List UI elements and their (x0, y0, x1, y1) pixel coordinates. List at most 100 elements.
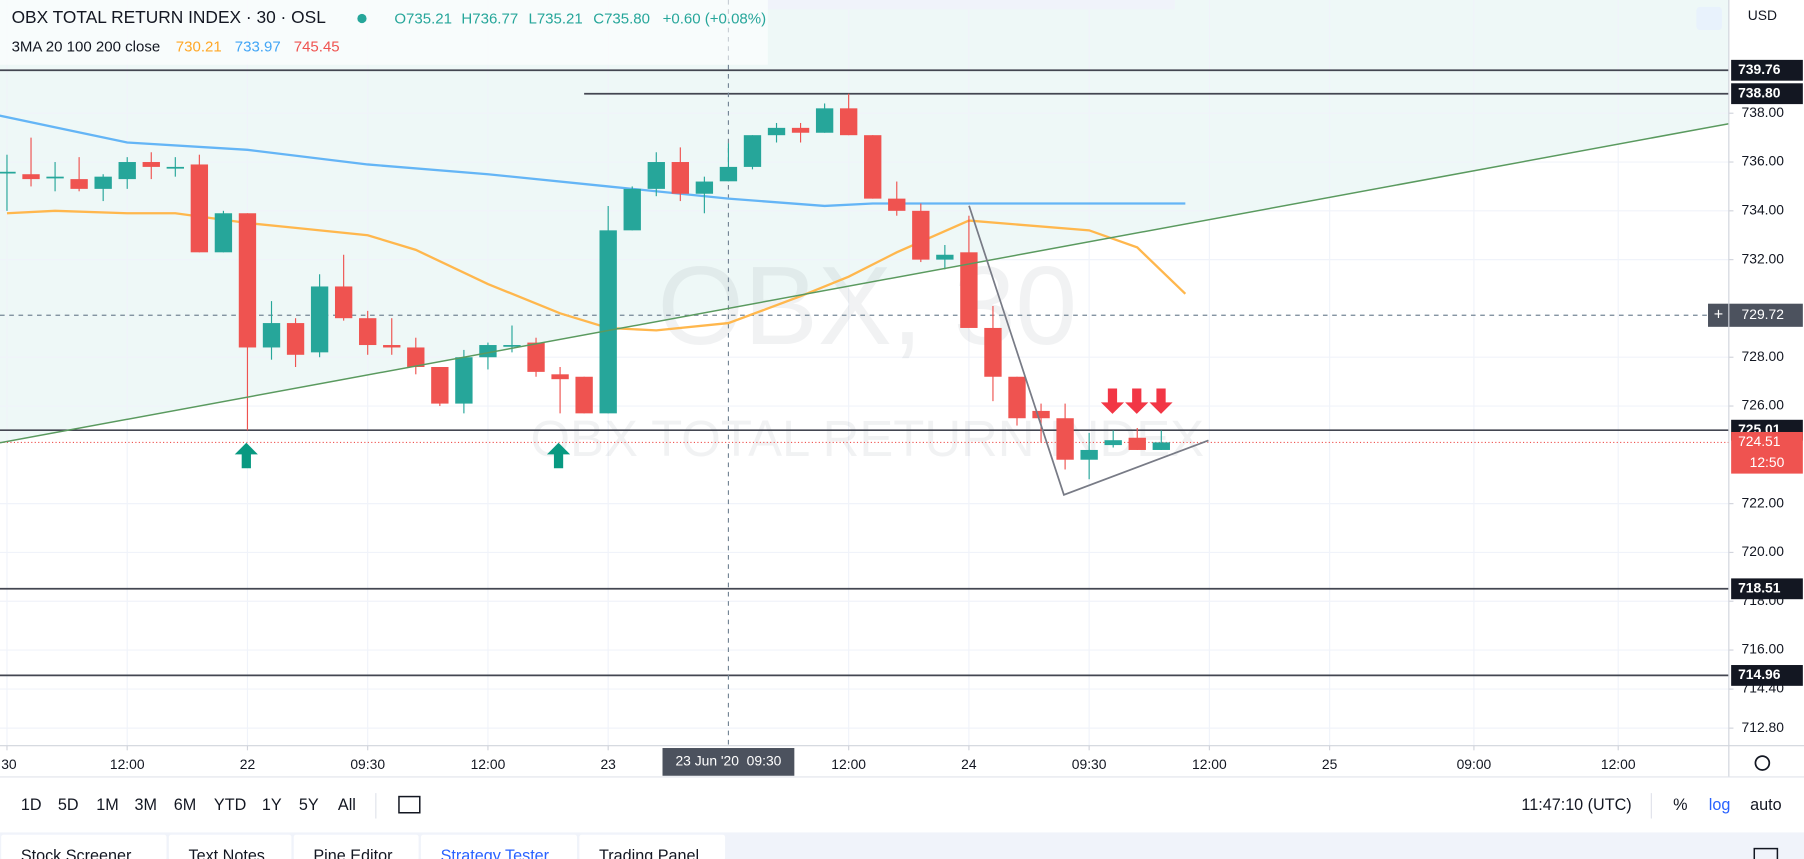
tab[interactable] (420, 834, 578, 859)
down-arrow (1149, 388, 1173, 414)
range-button[interactable]: YTD (214, 796, 246, 814)
down-arrows (1100, 388, 1173, 414)
currency[interactable]: USD (1748, 7, 1777, 23)
ma-value: 733.97 (235, 38, 281, 55)
candle-body (286, 323, 305, 355)
range-button[interactable]: 1M (96, 796, 118, 814)
level-label-box (1731, 665, 1803, 686)
date-range-icon[interactable] (398, 795, 421, 814)
candle-body (623, 188, 641, 231)
ma-value: 730.21 (176, 38, 222, 55)
range-button[interactable]: 1Y (262, 796, 282, 814)
settings-button[interactable] (1696, 6, 1722, 31)
ohlc-change: +0.60 (+0.08%) (663, 11, 767, 28)
symbol-title[interactable]: OBX TOTAL RETURN INDEX · 30 · OSL (12, 7, 327, 27)
candle-body (864, 135, 882, 199)
candle-body (695, 181, 714, 194)
tab[interactable] (168, 834, 292, 859)
candle-body (0, 171, 16, 174)
tab[interactable] (579, 834, 726, 859)
x-tick-label: 12:00 (831, 756, 866, 772)
candle-body (936, 254, 954, 260)
level-label-box (1731, 59, 1803, 81)
x-tick-label: 25 (1322, 756, 1338, 772)
candle-body (719, 166, 738, 182)
tab-label[interactable]: Text Notes (188, 847, 264, 859)
candle-body (527, 342, 545, 372)
candle-body (359, 318, 377, 346)
candle-body (431, 366, 449, 404)
level-label: 718.51 (1738, 579, 1781, 595)
clock[interactable]: 11:47:10 (UTC) (1521, 796, 1631, 814)
percent-toggle[interactable]: % (1673, 796, 1687, 814)
x-tick-label: 24 (961, 756, 977, 772)
moving-average (6, 209, 1187, 332)
y-tick-label: 716.00 (1742, 641, 1785, 657)
level-label: 714.96 (1738, 666, 1781, 682)
level-label: 738.80 (1738, 84, 1781, 100)
trend-line[interactable] (0, 122, 1729, 444)
candle-body (407, 347, 425, 367)
shaded-area (0, 0, 1729, 443)
ma-label[interactable]: 3MA 20 100 200 close (12, 38, 161, 55)
candle-body (190, 164, 209, 253)
down-arrow (1100, 388, 1125, 414)
countdown-label: 12:50 (1750, 454, 1785, 470)
candle-body (1152, 442, 1170, 450)
range-button[interactable]: 3M (134, 796, 156, 814)
x-tick-label: 12:00 (1192, 756, 1227, 772)
candle-body (575, 376, 593, 414)
range-button[interactable]: 1D (21, 796, 42, 814)
candle-body (1032, 410, 1050, 419)
range-button[interactable]: 5Y (299, 796, 319, 814)
y-tick-label: 728.00 (1742, 348, 1785, 364)
y-tick-label: 738.00 (1742, 104, 1785, 120)
candle-body (94, 176, 112, 189)
x-tick-label: 22 (240, 756, 256, 772)
tab[interactable] (293, 834, 419, 859)
tab-label[interactable]: Strategy Tester (441, 847, 550, 859)
auto-toggle[interactable]: auto (1750, 796, 1781, 814)
y-tick-label: 722.00 (1742, 494, 1785, 510)
candle-body (46, 176, 64, 179)
y-tick-label: 726.00 (1742, 397, 1785, 413)
candle-body (383, 345, 401, 348)
crosshair-time-label: 23 Jun '20 09:30 (675, 753, 781, 769)
level-label: 739.76 (1738, 61, 1781, 77)
candle-body (1128, 437, 1146, 450)
maximize-icon[interactable] (1753, 847, 1779, 859)
candle-body (960, 252, 978, 328)
tab[interactable] (1, 834, 167, 859)
range-button[interactable]: 6M (174, 796, 196, 814)
triangle-drawing[interactable] (968, 205, 1209, 496)
candle-body (503, 345, 521, 347)
tab-label[interactable]: Trading Panel (599, 847, 699, 859)
candle-body (1008, 376, 1026, 419)
candle-body (984, 327, 1002, 377)
x-tick-label: 09:30 (1072, 756, 1107, 772)
watermark-sub: OBX TOTAL RETURN INDEX (530, 410, 1204, 467)
crosshair-plus: + (1714, 306, 1723, 324)
candle-body (671, 162, 689, 194)
range-button[interactable]: All (338, 796, 356, 814)
level-label-box (1731, 578, 1803, 600)
x-tick-label: 23 (600, 756, 616, 772)
range-button[interactable]: 5D (58, 796, 79, 814)
level-label-box (1731, 83, 1803, 105)
bottom-toolbar (0, 776, 1804, 833)
ohlc-high: H736.77 (461, 11, 518, 28)
log-toggle[interactable]: log (1709, 796, 1731, 814)
y-tick-label: 712.80 (1742, 719, 1785, 735)
candle-body (647, 162, 665, 189)
crosshair-time-box (662, 748, 795, 776)
candle-body (310, 286, 329, 353)
candle-body (166, 166, 184, 169)
tab-label[interactable]: Stock Screener (21, 847, 132, 859)
candle-body (767, 127, 786, 136)
ma-value: 745.45 (294, 38, 340, 55)
candle-body (142, 162, 160, 167)
candle-body (455, 357, 473, 404)
tab-label[interactable]: Pine Editor (313, 847, 393, 859)
candle-body (262, 323, 281, 348)
axis-settings[interactable] (1754, 755, 1771, 771)
